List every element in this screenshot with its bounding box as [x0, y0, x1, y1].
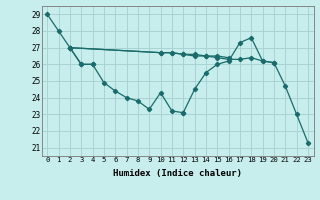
X-axis label: Humidex (Indice chaleur): Humidex (Indice chaleur) — [113, 169, 242, 178]
